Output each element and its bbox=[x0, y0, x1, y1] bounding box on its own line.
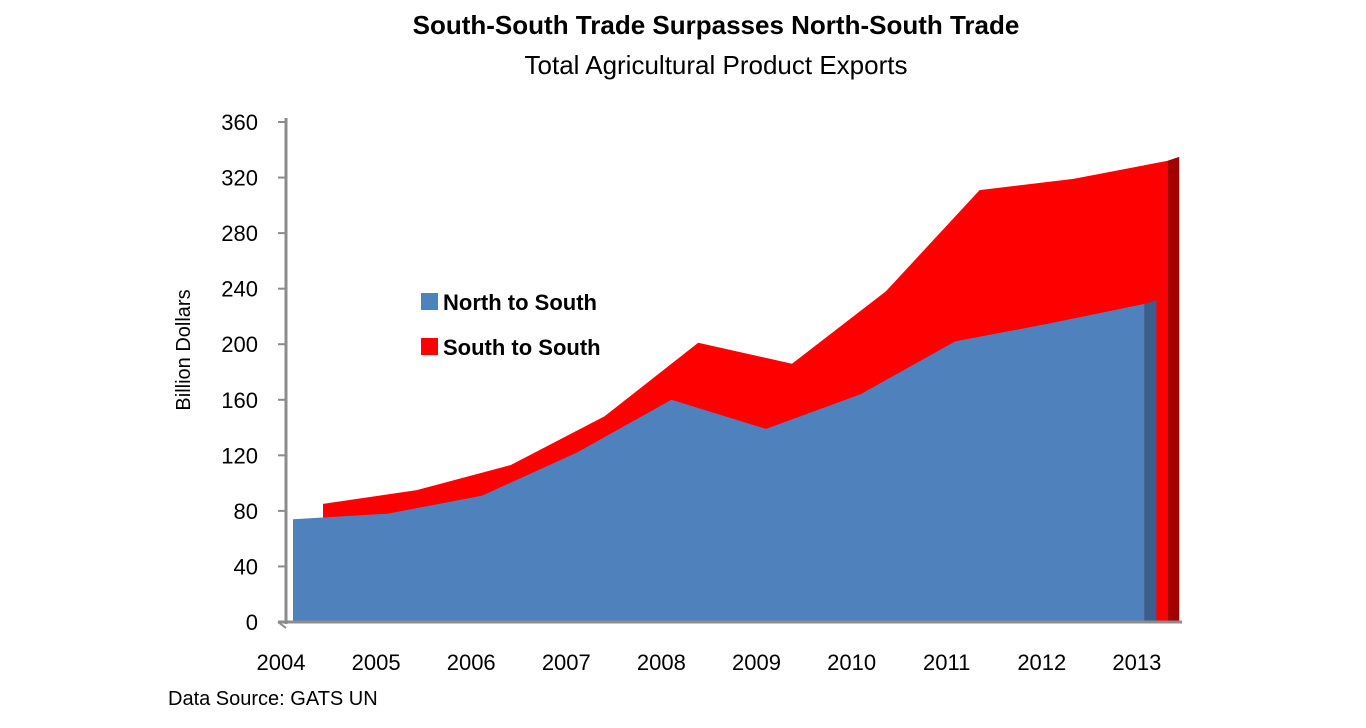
x-tick-label: 2006 bbox=[447, 650, 496, 675]
x-tick-label: 2004 bbox=[257, 650, 306, 675]
source-note: Data Source: GATS UN bbox=[168, 688, 378, 710]
x-tick-label: 2008 bbox=[637, 650, 686, 675]
y-tick-label: 40 bbox=[234, 554, 258, 579]
y-tick-label: 360 bbox=[221, 110, 258, 135]
x-tick-label: 2005 bbox=[352, 650, 401, 675]
chart-title: South-South Trade Surpasses North-South … bbox=[412, 10, 1020, 40]
legend-swatch bbox=[421, 338, 438, 355]
x-tick-label: 2009 bbox=[732, 650, 781, 675]
area-depth-face-north-to-south bbox=[1144, 299, 1157, 622]
chart-areas bbox=[293, 156, 1180, 622]
y-tick-label: 320 bbox=[221, 166, 258, 191]
chart-axes bbox=[277, 118, 1182, 629]
y-tick-label: 160 bbox=[221, 388, 258, 413]
legend-label: South to South bbox=[443, 335, 601, 360]
x-tick-label: 2012 bbox=[1017, 650, 1066, 675]
x-tick-label: 2013 bbox=[1112, 650, 1161, 675]
y-tick-label: 200 bbox=[221, 332, 258, 357]
y-tick-label: 80 bbox=[234, 499, 258, 524]
legend-swatch bbox=[421, 293, 438, 310]
x-tick-label: 2007 bbox=[542, 650, 591, 675]
chart-subtitle: Total Agricultural Product Exports bbox=[524, 50, 908, 80]
chart-tick-labels: 0 40 80 120 160 200 240 280 320 360 2004 2005 2006 20… bbox=[173, 110, 1161, 675]
chart-legend: North to South South to South bbox=[421, 290, 601, 360]
x-tick-label: 2011 bbox=[923, 650, 970, 675]
y-tick-label: 280 bbox=[221, 221, 258, 246]
y-tick-label: 240 bbox=[221, 277, 258, 302]
area-north-to-south bbox=[293, 303, 1145, 622]
y-tick-label: 120 bbox=[221, 443, 258, 468]
area-depth-face-south-to-south bbox=[1167, 156, 1180, 622]
y-tick-label: 0 bbox=[246, 610, 258, 635]
x-tick-label: 2010 bbox=[827, 650, 876, 675]
y-axis-title: Billion Dollars bbox=[173, 289, 195, 410]
legend-label: North to South bbox=[443, 290, 597, 315]
